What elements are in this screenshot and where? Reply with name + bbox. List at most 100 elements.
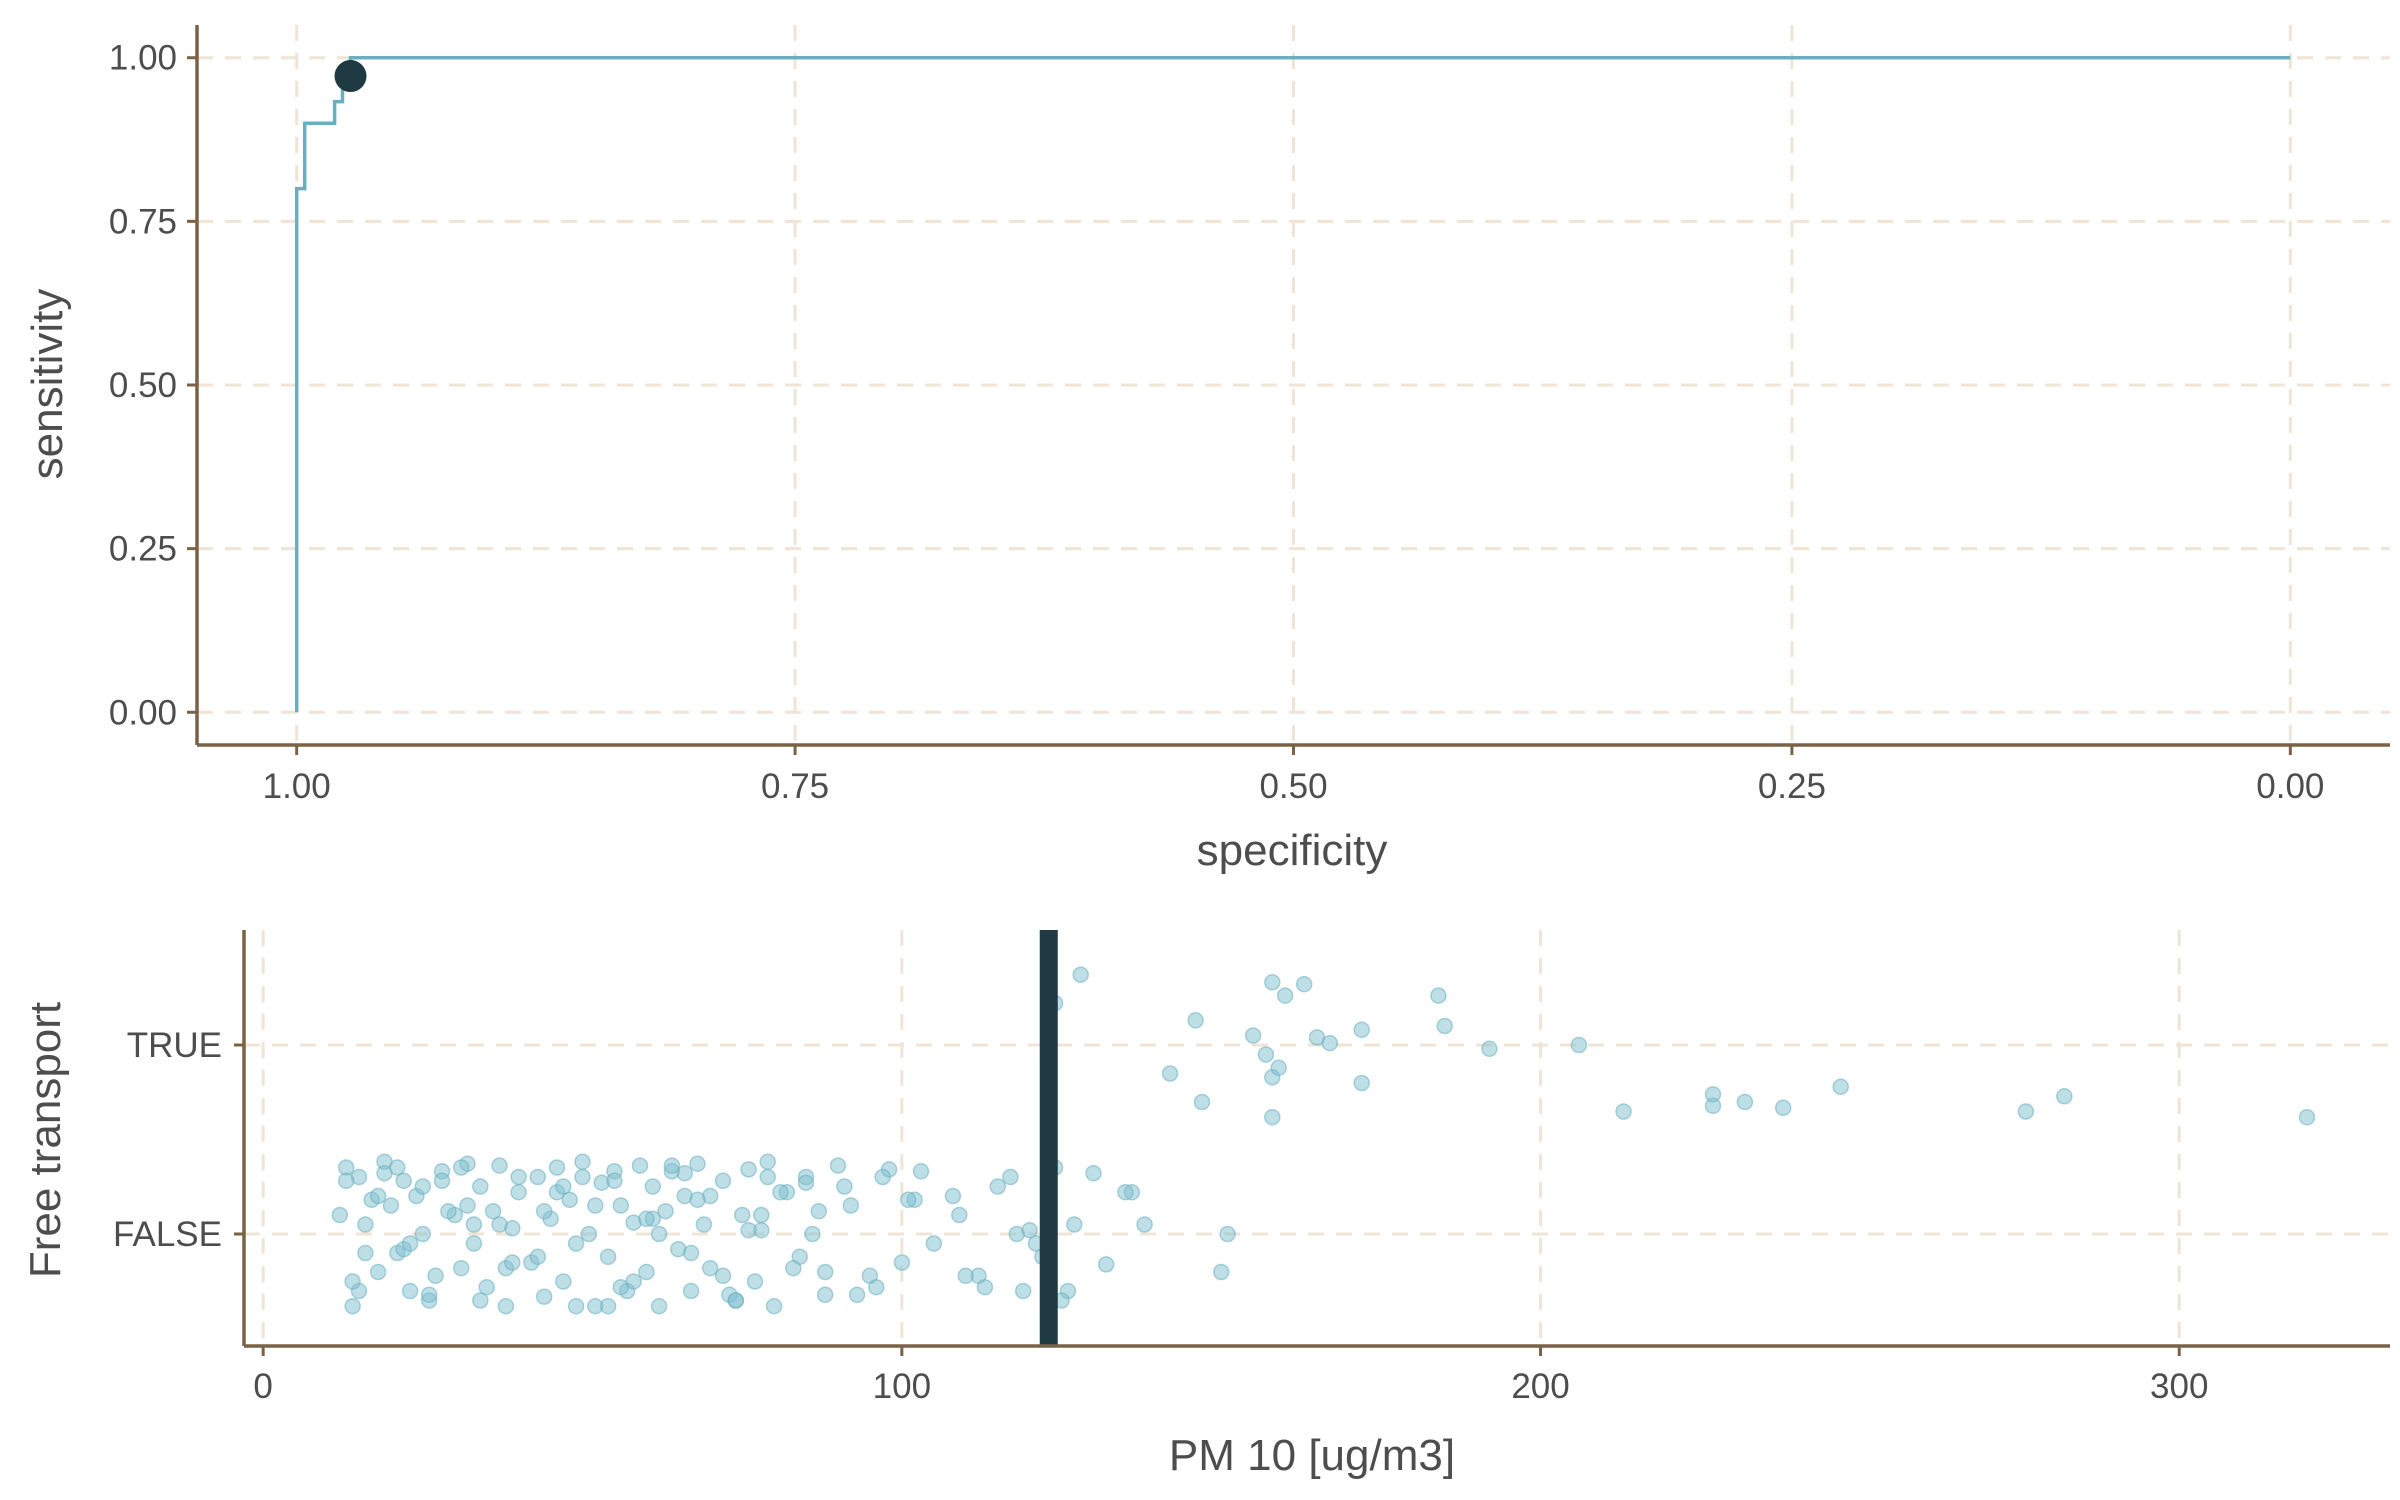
jitter-point-false xyxy=(452,1159,470,1176)
jitter-point-false xyxy=(606,1172,623,1190)
jitter-point-false xyxy=(638,1263,655,1281)
jitter-point-false xyxy=(574,1153,591,1171)
jitter-point-false xyxy=(510,1168,527,1186)
jitter-point-false xyxy=(510,1183,527,1201)
jitter-point-false xyxy=(644,1178,662,1195)
jitter-point-true xyxy=(1264,1108,1281,1126)
jitter-point-false xyxy=(785,1259,802,1277)
jitter-point-false xyxy=(414,1178,432,1195)
jitter-point-false xyxy=(829,1157,847,1174)
jitter-axes: 0 100 200 300 FALSE TRUE xyxy=(113,930,2390,1406)
jitter-point-false xyxy=(740,1221,757,1239)
jitter-point-true xyxy=(1072,966,1089,983)
jitter-point-false xyxy=(676,1164,693,1182)
jitter-point-false xyxy=(440,1202,457,1220)
jitter-point-false xyxy=(389,1159,406,1176)
jitter-point-false xyxy=(420,1286,438,1304)
jitter-point-false xyxy=(478,1278,495,1296)
jitter-point-false xyxy=(395,1172,412,1190)
jitter-point-false xyxy=(989,1178,1006,1195)
jitter-point-false xyxy=(587,1197,604,1214)
jitter-point-false xyxy=(491,1157,508,1174)
jitter-point-false xyxy=(401,1235,419,1252)
jitter-point-true xyxy=(1704,1086,1722,1103)
jitter-x-tick-label: 300 xyxy=(2150,1367,2208,1406)
jitter-point-false xyxy=(459,1197,476,1214)
roc-x-axis-title: specificity xyxy=(1197,826,1388,875)
jitter-point-true xyxy=(1193,1093,1211,1111)
jitter-point-false xyxy=(740,1161,757,1178)
jitter-point-false xyxy=(465,1235,483,1252)
jitter-point-false xyxy=(714,1172,732,1190)
jitter-point-false xyxy=(759,1153,776,1171)
jitter-point-false xyxy=(957,1267,974,1285)
jitter-point-false xyxy=(555,1273,572,1290)
roc-y-tick-label: 0.25 xyxy=(109,530,177,569)
jitter-point-false xyxy=(1212,1263,1230,1281)
jitter-point-true xyxy=(1570,1036,1588,1054)
jitter-point-false xyxy=(689,1191,706,1209)
jitter-point-false xyxy=(504,1254,521,1271)
roc-x-tick-label: 0.50 xyxy=(1259,767,1327,806)
jitter-point-false xyxy=(695,1216,713,1233)
jitter-point-false xyxy=(682,1282,700,1300)
jitter-point-false xyxy=(491,1216,508,1233)
jitter-point-false xyxy=(580,1225,598,1243)
jitter-point-false xyxy=(951,1206,968,1224)
jitter-point-true xyxy=(1481,1040,1498,1058)
jitter-point-false xyxy=(369,1187,387,1205)
roc-y-tick-label: 0.50 xyxy=(109,366,177,405)
jitter-x-tick-label: 0 xyxy=(253,1367,272,1406)
jitter-point-false xyxy=(535,1202,553,1220)
jitter-point-false xyxy=(733,1206,751,1224)
jitter-point-false xyxy=(638,1210,655,1228)
jitter-point-true xyxy=(1244,1027,1262,1044)
jitter-point-true xyxy=(1736,1093,1754,1111)
jitter-point-false xyxy=(529,1168,547,1186)
roc-y-tick-label: 0.75 xyxy=(109,202,177,241)
jitter-point-false xyxy=(599,1248,617,1266)
jitter-point-true xyxy=(1436,1017,1453,1035)
jitter-point-false xyxy=(567,1235,585,1252)
jitter-point-false xyxy=(433,1172,451,1190)
jitter-y-tick-label: FALSE xyxy=(113,1215,222,1254)
roc-x-tick-label: 0.25 xyxy=(1758,767,1826,806)
jitter-point-false xyxy=(765,1297,783,1315)
jitter-point-false xyxy=(1117,1183,1134,1201)
jitter-point-false xyxy=(337,1172,355,1190)
jitter-x-axis-title: PM 10 [ug/m3] xyxy=(1169,1431,1455,1480)
jitter-y-tick-label: TRUE xyxy=(127,1026,222,1065)
jitter-point-true xyxy=(1430,987,1447,1004)
jitter-point-false xyxy=(689,1155,706,1172)
jitter-point-false xyxy=(574,1168,591,1186)
roc-y-tick-label: 1.00 xyxy=(109,39,177,78)
jitter-point-false xyxy=(804,1225,821,1243)
roc-y-axis-title: sensitivity xyxy=(23,289,72,480)
jitter-point-false xyxy=(759,1168,776,1186)
jitter-point-false xyxy=(1002,1168,1019,1186)
jitter-point-false xyxy=(561,1191,578,1209)
jitter-point-false xyxy=(1219,1225,1236,1243)
roc-x-tick-label: 0.00 xyxy=(2256,767,2324,806)
jitter-point-false xyxy=(701,1259,719,1277)
jitter-point-true xyxy=(1264,974,1281,991)
jitter-point-true xyxy=(2017,1103,2035,1120)
roc-gridlines xyxy=(197,25,2390,745)
jitter-point-false xyxy=(816,1286,834,1304)
jitter-point-false xyxy=(1021,1221,1038,1239)
jitter-point-false xyxy=(1014,1282,1032,1300)
jitter-points-layer xyxy=(331,966,2316,1315)
jitter-point-false xyxy=(344,1297,361,1315)
roc-x-tick-label: 1.00 xyxy=(263,767,331,806)
jitter-point-false xyxy=(1097,1256,1115,1273)
jitter-point-false xyxy=(836,1178,853,1195)
jitter-point-false xyxy=(1136,1216,1153,1233)
jitter-x-tick-label: 100 xyxy=(873,1367,931,1406)
jitter-point-false xyxy=(369,1263,387,1281)
jitter-point-false xyxy=(357,1244,374,1262)
jitter-point-false xyxy=(599,1297,617,1315)
jitter-point-false xyxy=(663,1157,681,1174)
jitter-point-false xyxy=(682,1244,700,1262)
jitter-point-false xyxy=(944,1187,962,1205)
